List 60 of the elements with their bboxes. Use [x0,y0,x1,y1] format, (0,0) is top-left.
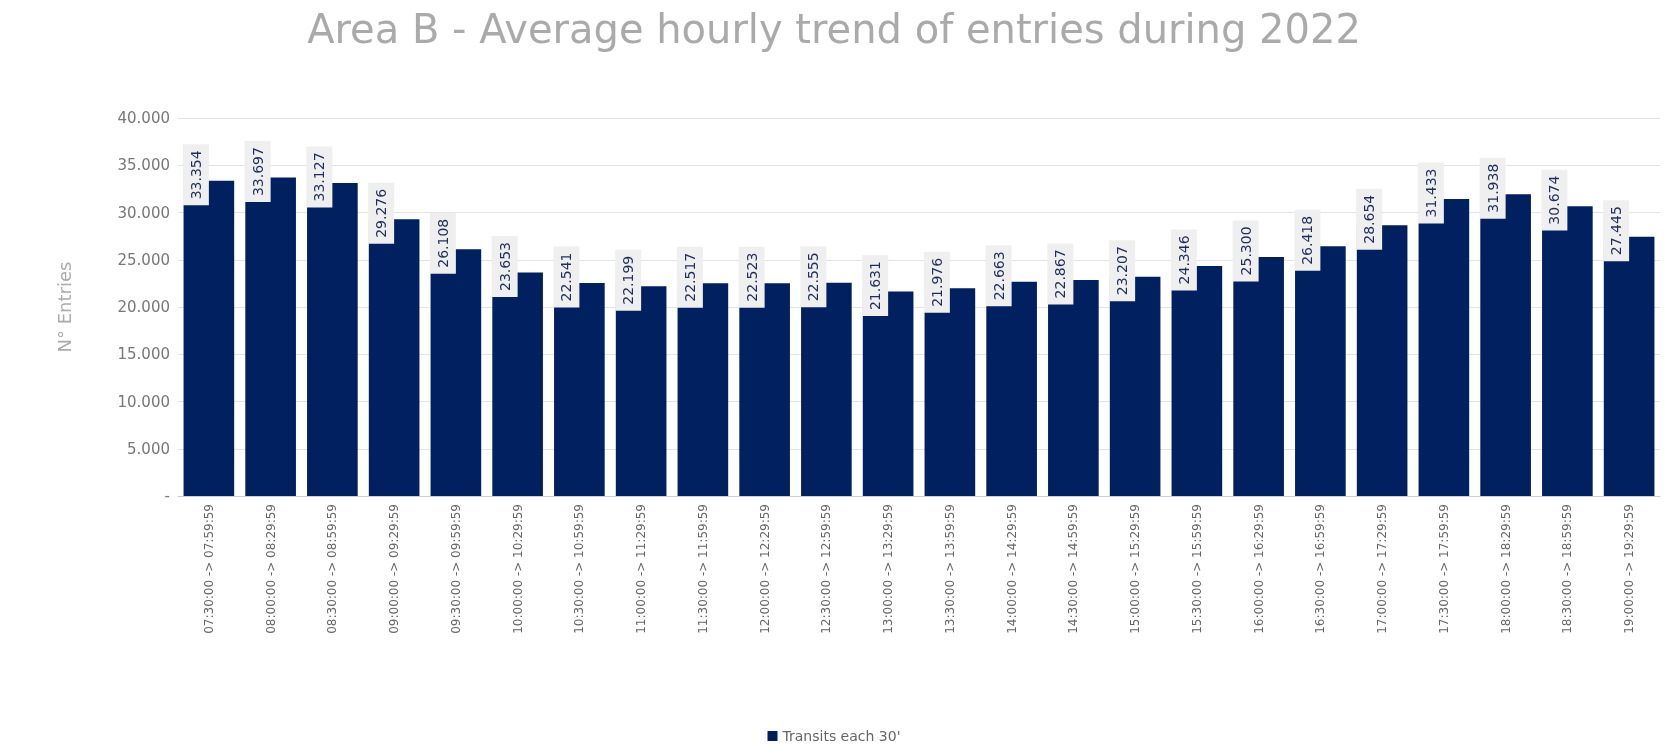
y-tick-label: 10.000 [117,392,170,411]
data-label: 22.541 [558,252,575,302]
data-label: 31.433 [1422,168,1439,218]
x-tick-label: 08:00:00 -> 08:29:59 [263,504,278,634]
x-tick-label: 11:30:00 -> 11:59:59 [695,504,710,634]
data-label: 28.654 [1361,194,1378,244]
data-label: 29.276 [373,188,390,238]
y-tick-label: 20.000 [117,298,170,316]
x-tick-label: 15:30:00 -> 15:59:59 [1189,504,1204,634]
x-tick-label: 18:30:00 -> 18:59:59 [1560,504,1575,634]
x-tick-label: 14:00:00 -> 14:29:59 [1004,504,1019,634]
x-tick-label: 13:00:00 -> 13:29:59 [881,504,896,634]
x-tick-label: 07:30:00 -> 07:59:59 [201,504,216,634]
y-tick-label: 30.000 [117,203,170,222]
y-tick-label: 35.000 [117,156,170,175]
data-label: 22.517 [681,252,698,302]
x-tick-label: 10:30:00 -> 10:59:59 [572,504,587,634]
y-tick-label: 5.000 [127,439,170,458]
y-axis-title: N° Entries [53,261,75,353]
data-label: 22.663 [990,251,1007,301]
data-label: 23.653 [496,241,513,291]
data-label: 25.300 [1237,226,1254,276]
x-tick-label: 14:30:00 -> 14:59:59 [1066,504,1081,634]
data-label: 21.631 [867,261,884,311]
data-label: 22.199 [620,255,637,305]
y-tick-label: 15.000 [117,345,170,364]
data-label: 24.346 [1175,235,1192,285]
data-label: 26.418 [1299,215,1316,265]
x-tick-label: 15:00:00 -> 15:29:59 [1128,504,1143,634]
x-tick-label: 09:00:00 -> 09:29:59 [387,504,402,634]
data-label: 33.354 [187,150,204,200]
x-tick-label: 10:00:00 -> 10:29:59 [510,504,525,634]
data-label: 22.867 [1052,249,1069,299]
x-tick-label: 13:30:00 -> 13:59:59 [942,504,957,634]
chart-title: Area B - Average hourly trend of entries during 2022 [307,6,1361,52]
x-tick-label: 12:30:00 -> 12:59:59 [819,504,834,634]
x-tick-label: 17:30:00 -> 17:59:59 [1436,504,1451,634]
data-label: 33.697 [249,147,266,197]
data-label: 27.445 [1608,206,1625,256]
x-tick-label: 12:00:00 -> 12:29:59 [757,504,772,634]
x-tick-label: 16:30:00 -> 16:59:59 [1313,504,1328,634]
y-tick-label: 40.000 [117,109,170,127]
data-label: 22.555 [805,252,822,302]
data-label: 23.207 [1114,246,1131,296]
data-label: 33.127 [311,152,328,202]
x-tick-label: 11:00:00 -> 11:29:59 [634,504,649,634]
data-label: 21.976 [928,257,945,307]
data-label: 26.108 [434,218,451,268]
x-tick-label: 16:00:00 -> 16:29:59 [1251,504,1266,634]
data-label: 22.523 [743,252,760,302]
x-tick-label: 09:30:00 -> 09:59:59 [448,504,463,634]
x-tick-label: 18:00:00 -> 18:29:59 [1498,504,1513,634]
x-tick-label: 19:00:00 -> 19:29:59 [1622,504,1637,634]
legend-label: Transits each 30' [781,728,901,744]
data-label: 31.938 [1484,163,1501,213]
y-tick-label: - [164,487,170,505]
data-label: 30.674 [1546,175,1563,225]
x-tick-label: 17:00:00 -> 17:29:59 [1375,504,1390,634]
x-tick-label: 08:30:00 -> 08:59:59 [325,504,340,634]
y-tick-label: 25.000 [117,250,170,269]
